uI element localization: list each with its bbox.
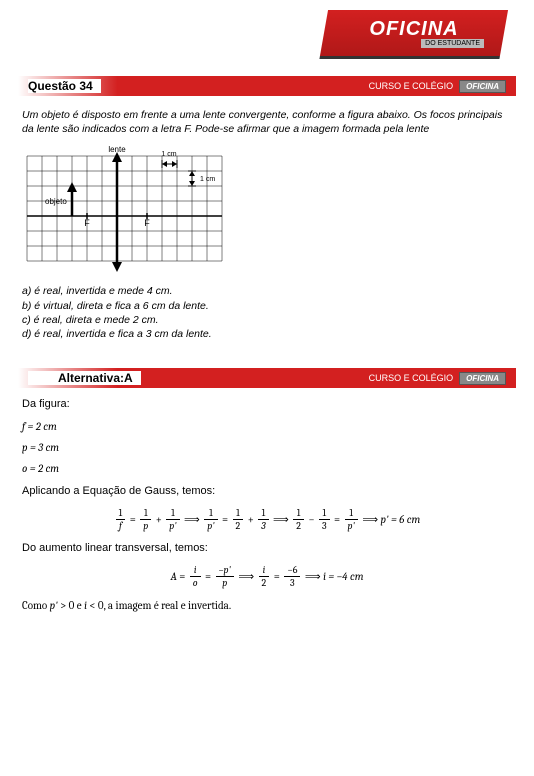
lente-label: lente	[108, 145, 126, 154]
banner-course-label: CURSO E COLÉGIO	[369, 81, 454, 91]
lens-diagram: F F lente objeto 1 cm 1 cm	[22, 144, 232, 274]
scale-h: 1 cm	[161, 151, 176, 158]
mini-logo: OFICINA	[459, 80, 506, 93]
aug-equation: A = io = −p'p ⟹ i2 = −63 ⟹ i = −4 cm	[22, 564, 512, 589]
objeto-label: objeto	[45, 197, 67, 206]
answer-course-label: CURSO E COLÉGIO	[369, 373, 454, 383]
solution-intro: Da figura:	[22, 398, 512, 410]
alternative-d: d) é real, invertida e fica a 3 cm da le…	[22, 327, 512, 341]
question-number: Questão 34	[28, 79, 101, 93]
question-content: Um objeto é disposto em frente a uma len…	[0, 96, 534, 353]
gauss-equation: 1f = 1p + 1p' ⟹ 1p' = 12 + 13 ⟹ 12 − 13 …	[22, 507, 512, 532]
banner-right: CURSO E COLÉGIO OFICINA	[369, 80, 506, 93]
aug-intro: Do aumento linear transversal, temos:	[22, 542, 512, 554]
given-o: o = 2 cm	[22, 462, 512, 475]
header-logo: OFICINA DO ESTUDANTE	[320, 10, 508, 56]
given-f: f = 2 cm	[22, 420, 512, 433]
answer-banner: Alternativa:A CURSO E COLÉGIO OFICINA	[18, 368, 516, 388]
answer-mini-logo: OFICINA	[459, 372, 506, 385]
gauss-intro: Aplicando a Equação de Gauss, temos:	[22, 485, 512, 497]
answer-label: Alternativa:A	[28, 371, 141, 385]
alternative-c: c) é real, direta e mede 2 cm.	[22, 313, 512, 327]
question-text: Um objeto é disposto em frente a uma len…	[22, 108, 512, 136]
logo-main: OFICINA	[344, 18, 484, 41]
alternative-a: a) é real, invertida e mede 4 cm.	[22, 284, 512, 298]
focus-left-label: F	[84, 218, 90, 228]
alternative-b: b) é virtual, direta e fica a 6 cm da le…	[22, 299, 512, 313]
conclusion: Como p' > 0 e i < 0, a imagem é real e i…	[22, 599, 512, 612]
given-p: p = 3 cm	[22, 441, 512, 454]
focus-right-label: F	[144, 218, 150, 228]
solution: Da figura: f = 2 cm p = 3 cm o = 2 cm Ap…	[0, 398, 534, 642]
question-banner: Questão 34 CURSO E COLÉGIO OFICINA	[18, 76, 516, 96]
answer-banner-right: CURSO E COLÉGIO OFICINA	[369, 372, 506, 385]
alternatives: a) é real, invertida e mede 4 cm. b) é v…	[22, 284, 512, 341]
scale-v: 1 cm	[200, 176, 215, 183]
